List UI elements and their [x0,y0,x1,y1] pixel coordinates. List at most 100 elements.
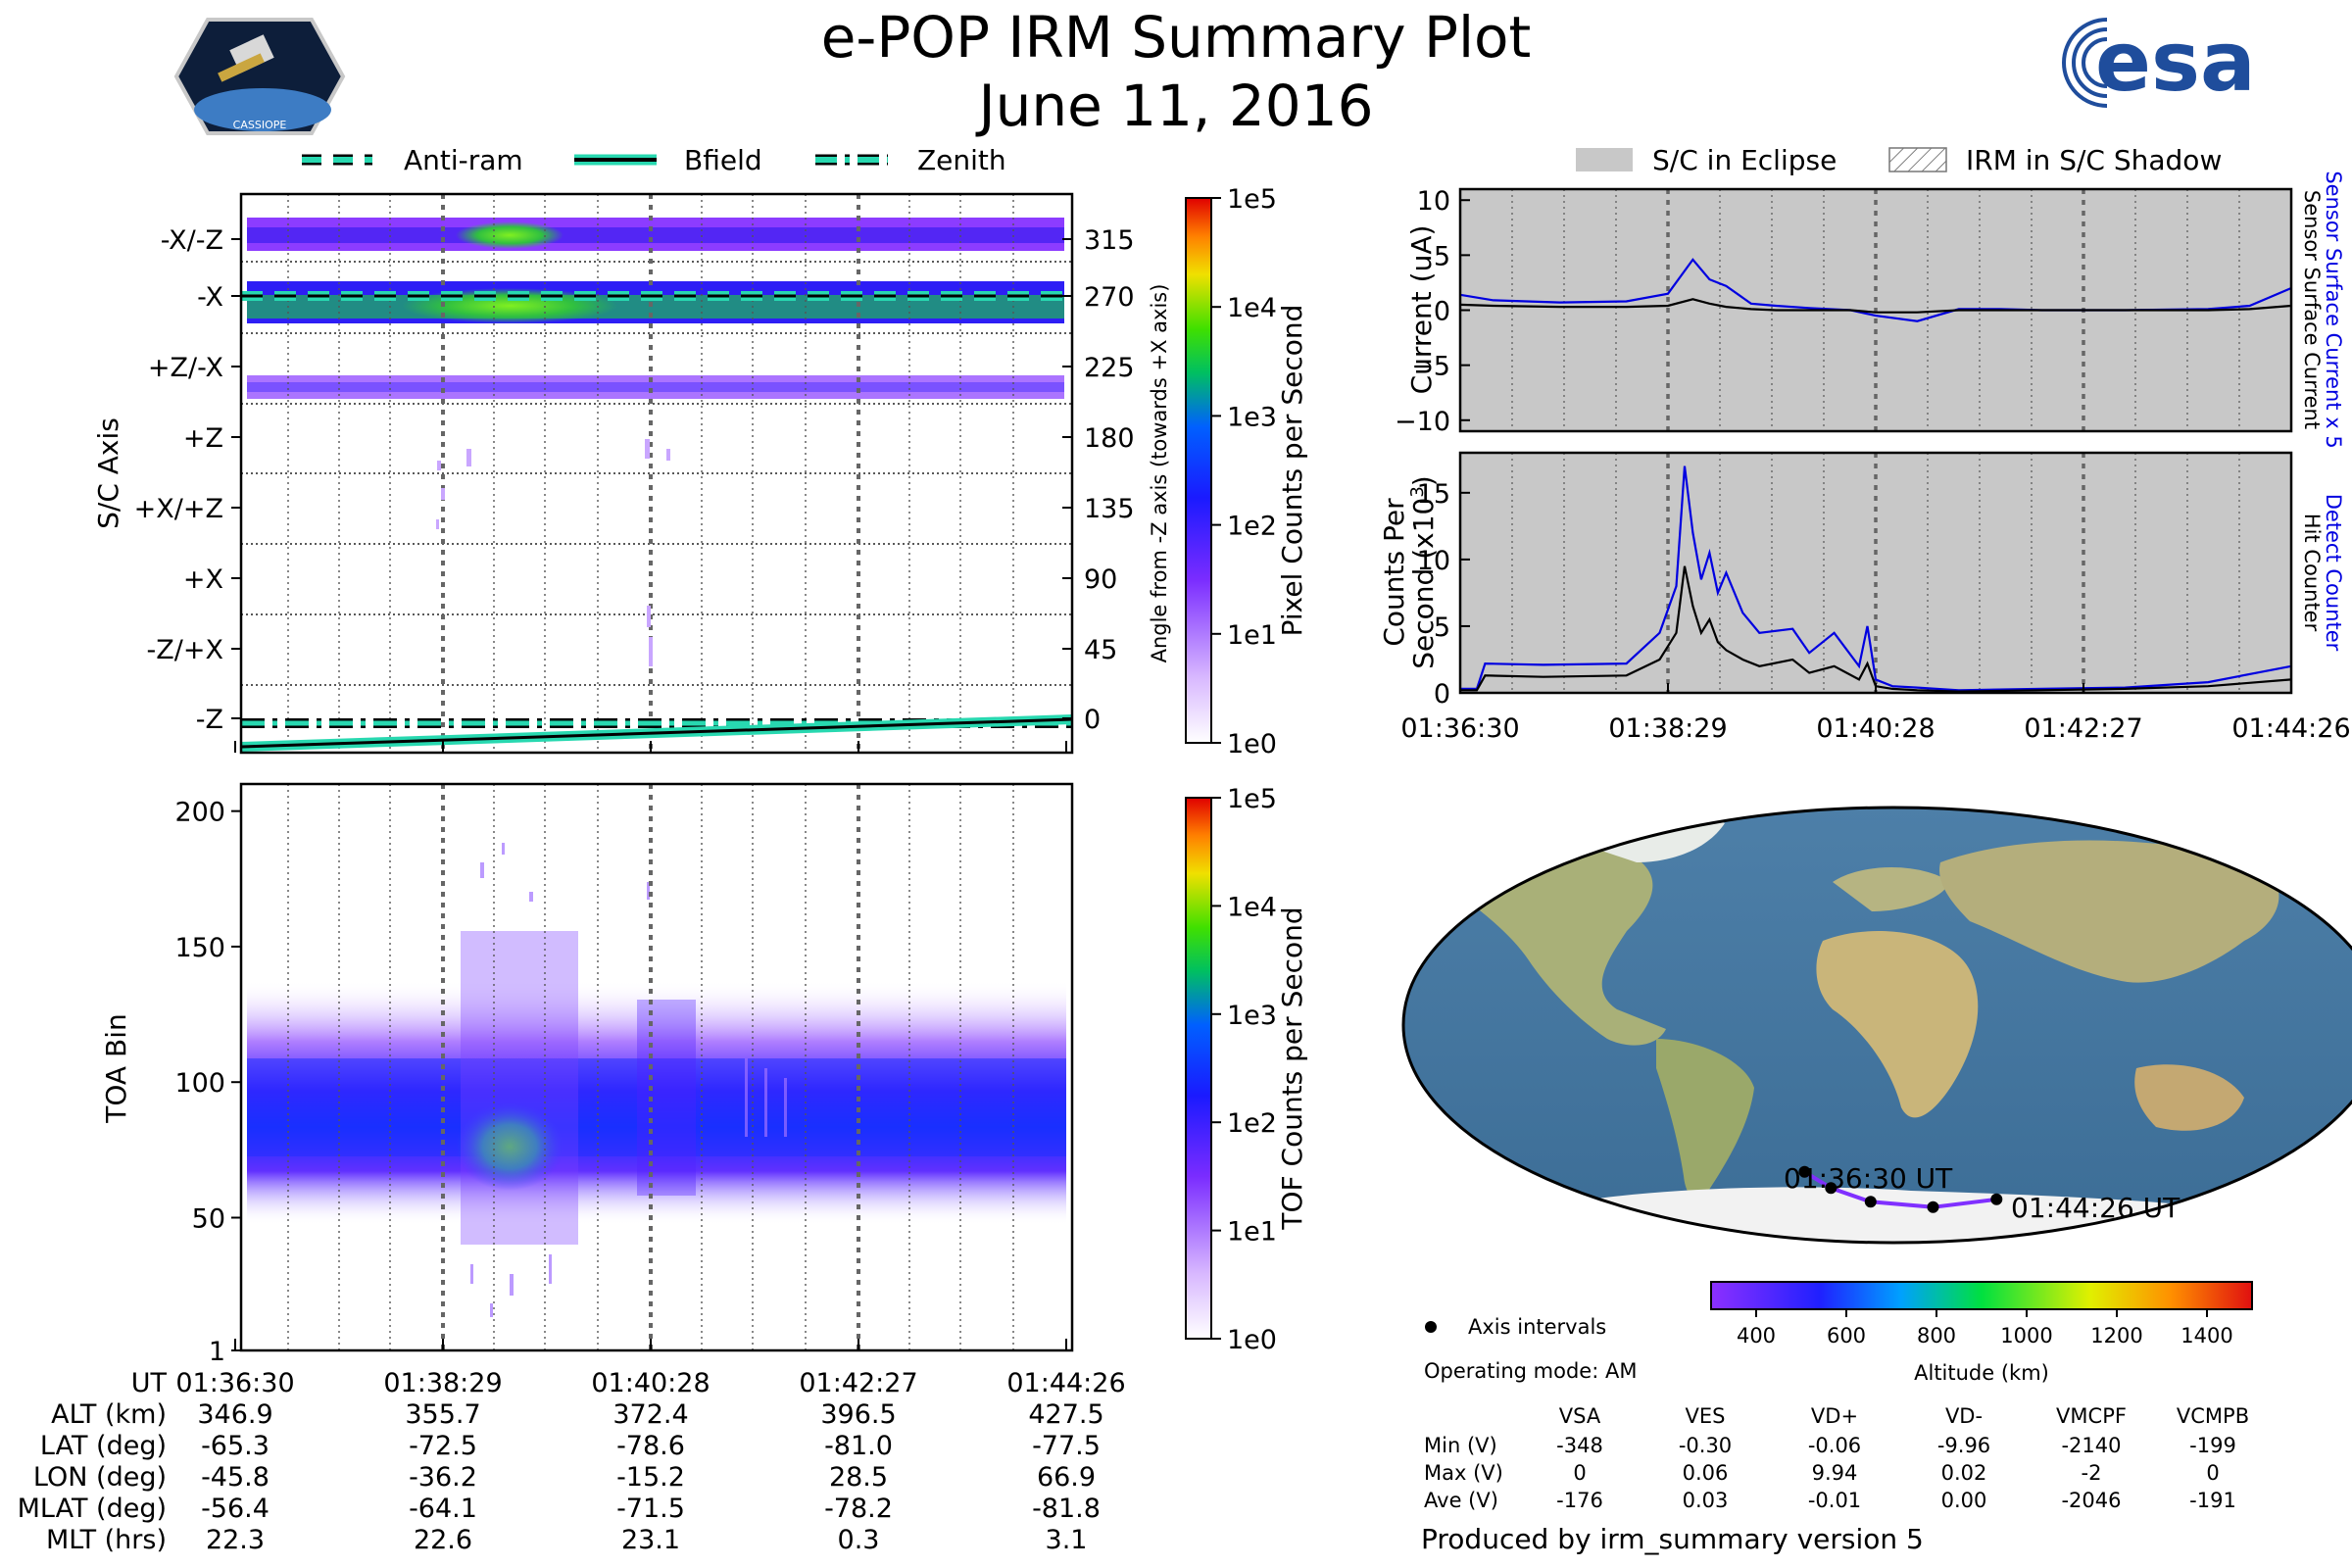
voltage-cell: 0 [1573,1461,1586,1485]
legend-orientation: Anti-ram Bfield Zenith [302,144,1006,176]
angular-ytick-right: 45 [1084,635,1117,665]
colorbar-tick: 1e0 [1227,729,1277,760]
asia [1939,840,2279,983]
map-end-label: 01:44:26 UT [2011,1192,2180,1224]
ephemeris-cell: -15.2 [616,1462,685,1493]
voltage-table: VSA VES VD+ VD- VMCPF VCMPB Min (V) -348 -0.30 -0… [1424,1404,2249,1512]
ephemeris-cell: 427.5 [1028,1399,1103,1430]
angular-ytick-left: -X/-Z [161,225,223,256]
ephemeris-row-label: UT [131,1368,168,1398]
colorbar-tick: 1e1 [1227,1217,1277,1248]
voltage-cell: -0.30 [1679,1434,1732,1457]
colorbar-tick: 1e4 [1227,293,1277,323]
south-america [1656,1039,1754,1200]
angular-ylabel: S/C Axis [92,417,124,529]
ephemeris-row-label: ALT (km) [51,1399,167,1430]
current-panel: 10 5 0 −5 −10 Current (uA) Sensor Surface Cu… [1395,171,2345,448]
ephemeris-cell: 66.9 [1037,1462,1096,1493]
legend-zenith: Zenith [917,144,1006,176]
counts-xtick: 01:42:27 [2024,713,2142,744]
altitude-tick: 400 [1737,1324,1776,1348]
angular-ytick-left: +Z [183,423,223,454]
toa-hotspot [456,1102,564,1191]
angular-ytick-right: 135 [1084,494,1135,524]
counts-ylabel-line2: Second (x103) [1407,475,1441,668]
voltage-cell: -2 [2082,1461,2102,1485]
angular-ytick-right: 225 [1084,353,1135,383]
ephemeris-cell: -65.3 [201,1431,270,1461]
voltage-cell: -176 [1556,1489,1603,1512]
angular-ytick-left: +Z/-X [148,353,223,383]
continents [1421,812,2352,1243]
angular-ytick-left: +X/+Z [134,494,223,524]
voltage-header: VD+ [1811,1404,1858,1428]
voltage-header: VCMPB [2177,1404,2249,1428]
ephemeris-cell: -81.8 [1032,1494,1101,1524]
ephemeris-row-label: LON (deg) [33,1462,167,1493]
axis-intervals-marker [1425,1321,1437,1333]
voltage-cell: -348 [1556,1434,1603,1457]
current-ytick: 0 [1434,297,1450,327]
voltage-cell: -2140 [2061,1434,2121,1457]
voltage-header: VSA [1559,1404,1601,1428]
toa-ylabel: TOA Bin [100,1013,132,1123]
ephemeris-cell: 01:44:26 [1006,1368,1125,1398]
current-right-label-black: Sensor Surface Current [2300,190,2324,429]
ephemeris-cell: 22.6 [414,1525,472,1555]
ephemeris-cell: 01:42:27 [799,1368,917,1398]
voltage-header: VD- [1945,1404,1983,1428]
tof-colorbar-label: TOF Counts per Second [1276,906,1308,1230]
series-line-detect-counter [1460,466,2292,692]
colorbar-tick: 1e4 [1227,892,1277,922]
ground-track-point [1798,1165,1811,1178]
toa-ytick: 1 [209,1337,225,1367]
africa [1816,931,1979,1118]
counts-xtick: 01:44:26 [2231,713,2350,744]
legend-shadow-label: IRM in S/C Shadow [1966,144,2222,176]
counts-ytick: 10 [1417,546,1450,576]
ephemeris-cell: -64.1 [409,1494,477,1524]
current-right-label-blue: Sensor Surface Current x 5 [2322,171,2345,448]
plot-date: June 11, 2016 [975,73,1373,139]
voltage-cell: 9.94 [1812,1461,1858,1485]
ephemeris-cell: 346.9 [197,1399,272,1430]
counts-right-label-blue: Detect Counter [2322,494,2345,652]
ephemeris-cell: 22.3 [206,1525,265,1555]
counts-xtick: 01:40:28 [1816,713,1935,744]
colorbar-tick: 1e2 [1227,512,1277,542]
voltage-cell: -0.01 [1808,1489,1861,1512]
voltage-cell: 0.03 [1683,1489,1729,1512]
world-map: 01:36:30 UT 01:44:26 UT [1401,806,2352,1245]
voltage-cell: 0.02 [1941,1461,1987,1485]
colorbar-tick: 1e5 [1227,784,1277,814]
ground-track-point [1927,1200,1939,1213]
voltage-row-label: Min (V) [1424,1434,1497,1457]
series-line-hit-counter [1460,565,2292,693]
angular-ytick-right: 270 [1084,282,1135,313]
antarctica [1470,1187,2352,1243]
voltage-row-label: Max (V) [1424,1461,1503,1485]
esa-logo-text: esa [2095,14,2256,110]
angular-ytick-right: 315 [1084,225,1135,256]
current-ytick: −10 [1395,407,1450,437]
voltage-cell: -199 [2189,1434,2236,1457]
ephemeris-cell: 355.7 [405,1399,480,1430]
angular-ytick-right: 90 [1084,564,1117,595]
esa-logo: esa [2062,14,2256,110]
toa-ytick: 50 [192,1203,225,1234]
plot-title: e-POP IRM Summary Plot [821,4,1532,71]
ephemeris-cell: 01:36:30 [175,1368,294,1398]
counts-ytick: 5 [1434,612,1450,643]
ground-track-point [1990,1193,2003,1205]
toa-ytick: 100 [174,1068,225,1099]
voltage-cell: 0.06 [1683,1461,1729,1485]
current-ytick: 5 [1434,241,1450,271]
ephemeris-cell: -77.5 [1032,1431,1101,1461]
angular-ytick-left: -Z [196,705,223,735]
altitude-tick: 1200 [2090,1324,2142,1348]
pixel-colorbar: 1e5 1e4 1e3 1e2 1e1 1e0 Pixel Counts per Seco… [1185,184,1308,760]
produced-by: Produced by irm_summary version 5 [1421,1523,1924,1555]
angular-ytick-left: -Z/+X [147,635,223,665]
voltage-header: VMCPF [2056,1404,2127,1428]
